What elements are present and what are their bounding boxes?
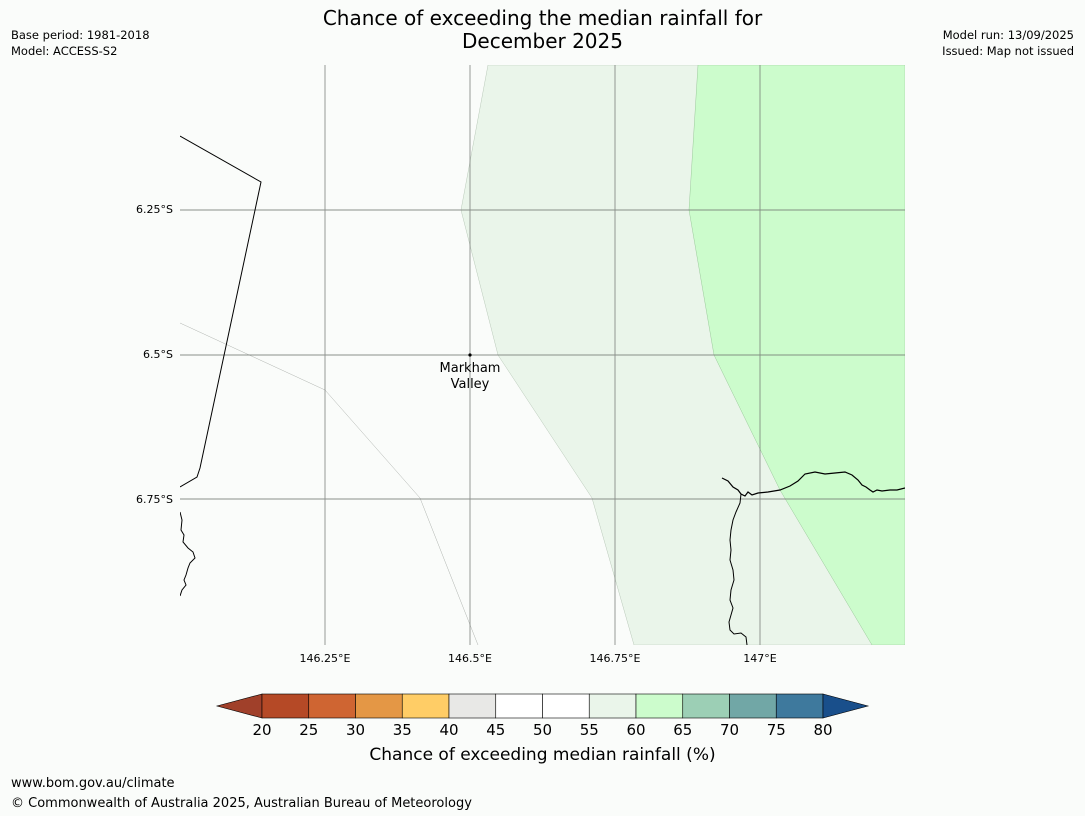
colorbar-segment bbox=[729, 693, 777, 719]
title-line-1: Chance of exceeding the median rainfall … bbox=[322, 6, 763, 30]
colorbar-tick-label: 55 bbox=[580, 721, 599, 739]
place-label-line-1: Markham bbox=[440, 361, 501, 376]
place-marker bbox=[468, 353, 472, 357]
colorbar-segment bbox=[261, 693, 310, 719]
river-right bbox=[728, 493, 748, 645]
colorbar-segment bbox=[588, 693, 637, 719]
base-period-text: Base period: 1981-2018 bbox=[11, 28, 150, 42]
province-border bbox=[180, 135, 262, 488]
colorbar-tick-label: 60 bbox=[626, 721, 645, 739]
colorbar-tick-label: 80 bbox=[813, 721, 832, 739]
colorbar-segment bbox=[775, 693, 824, 719]
lon-label: 146.25°E bbox=[300, 652, 351, 665]
lat-label: 6.25°S bbox=[136, 203, 173, 216]
footer-url: www.bom.gov.au/climate bbox=[11, 776, 175, 791]
lon-label: 147°E bbox=[743, 652, 776, 665]
colorbar-tick-label: 50 bbox=[533, 721, 552, 739]
lon-label: 146.75°E bbox=[590, 652, 641, 665]
model-run-text: Model run: 13/09/2025 bbox=[942, 28, 1074, 42]
colorbar bbox=[215, 693, 870, 719]
colorbar-tick-label: 35 bbox=[393, 721, 412, 739]
colorbar-ticks: 20 25 30 35 40 45 50 55 60 65 70 75 80 bbox=[252, 721, 832, 739]
colorbar-segment bbox=[682, 693, 730, 719]
colorbar-tick-label: 45 bbox=[486, 721, 505, 739]
colorbar-segment bbox=[495, 693, 543, 719]
gridlines bbox=[180, 65, 905, 645]
lon-label: 146.5°E bbox=[448, 652, 492, 665]
model-text: Model: ACCESS-S2 bbox=[11, 44, 118, 58]
colorbar-segment bbox=[401, 693, 450, 719]
colorbar-tick-label: 70 bbox=[720, 721, 739, 739]
place-label-line-2: Valley bbox=[451, 377, 490, 392]
colorbar-label: Chance of exceeding median rainfall (%) bbox=[369, 745, 716, 765]
colorbar-tick-label: 65 bbox=[673, 721, 692, 739]
coastline bbox=[721, 471, 905, 497]
colorbar-tick-label: 40 bbox=[439, 721, 458, 739]
colorbar-tick-label: 20 bbox=[252, 721, 271, 739]
colorbar-arrow-low bbox=[215, 693, 263, 719]
map-title: Chance of exceeding the median rainfall … bbox=[0, 7, 1085, 53]
colorbar-segment bbox=[355, 693, 403, 719]
colorbar-segment bbox=[448, 693, 497, 719]
meta-right: Model run: 13/09/2025 Issued: Map not is… bbox=[942, 27, 1074, 59]
footer-copyright: © Commonwealth of Australia 2025, Austra… bbox=[11, 796, 472, 811]
colorbar-tick-label: 25 bbox=[299, 721, 318, 739]
boundary-line bbox=[180, 322, 479, 645]
lat-label: 6.75°S bbox=[136, 493, 173, 506]
map-area bbox=[180, 65, 905, 645]
colorbar-arrow-high bbox=[822, 693, 870, 719]
lat-label: 6.5°S bbox=[143, 348, 173, 361]
colorbar-segment bbox=[635, 693, 684, 719]
colorbar-tick-label: 75 bbox=[767, 721, 786, 739]
colorbar-segment bbox=[308, 693, 356, 719]
footer: www.bom.gov.au/climate © Commonwealth of… bbox=[11, 774, 472, 814]
title-line-2: December 2025 bbox=[462, 29, 623, 53]
issued-text: Issued: Map not issued bbox=[942, 44, 1074, 58]
river-left bbox=[180, 511, 196, 597]
meta-left: Base period: 1981-2018 Model: ACCESS-S2 bbox=[11, 27, 150, 59]
colorbar-tick-label: 30 bbox=[346, 721, 365, 739]
colorbar-segment bbox=[542, 693, 590, 719]
